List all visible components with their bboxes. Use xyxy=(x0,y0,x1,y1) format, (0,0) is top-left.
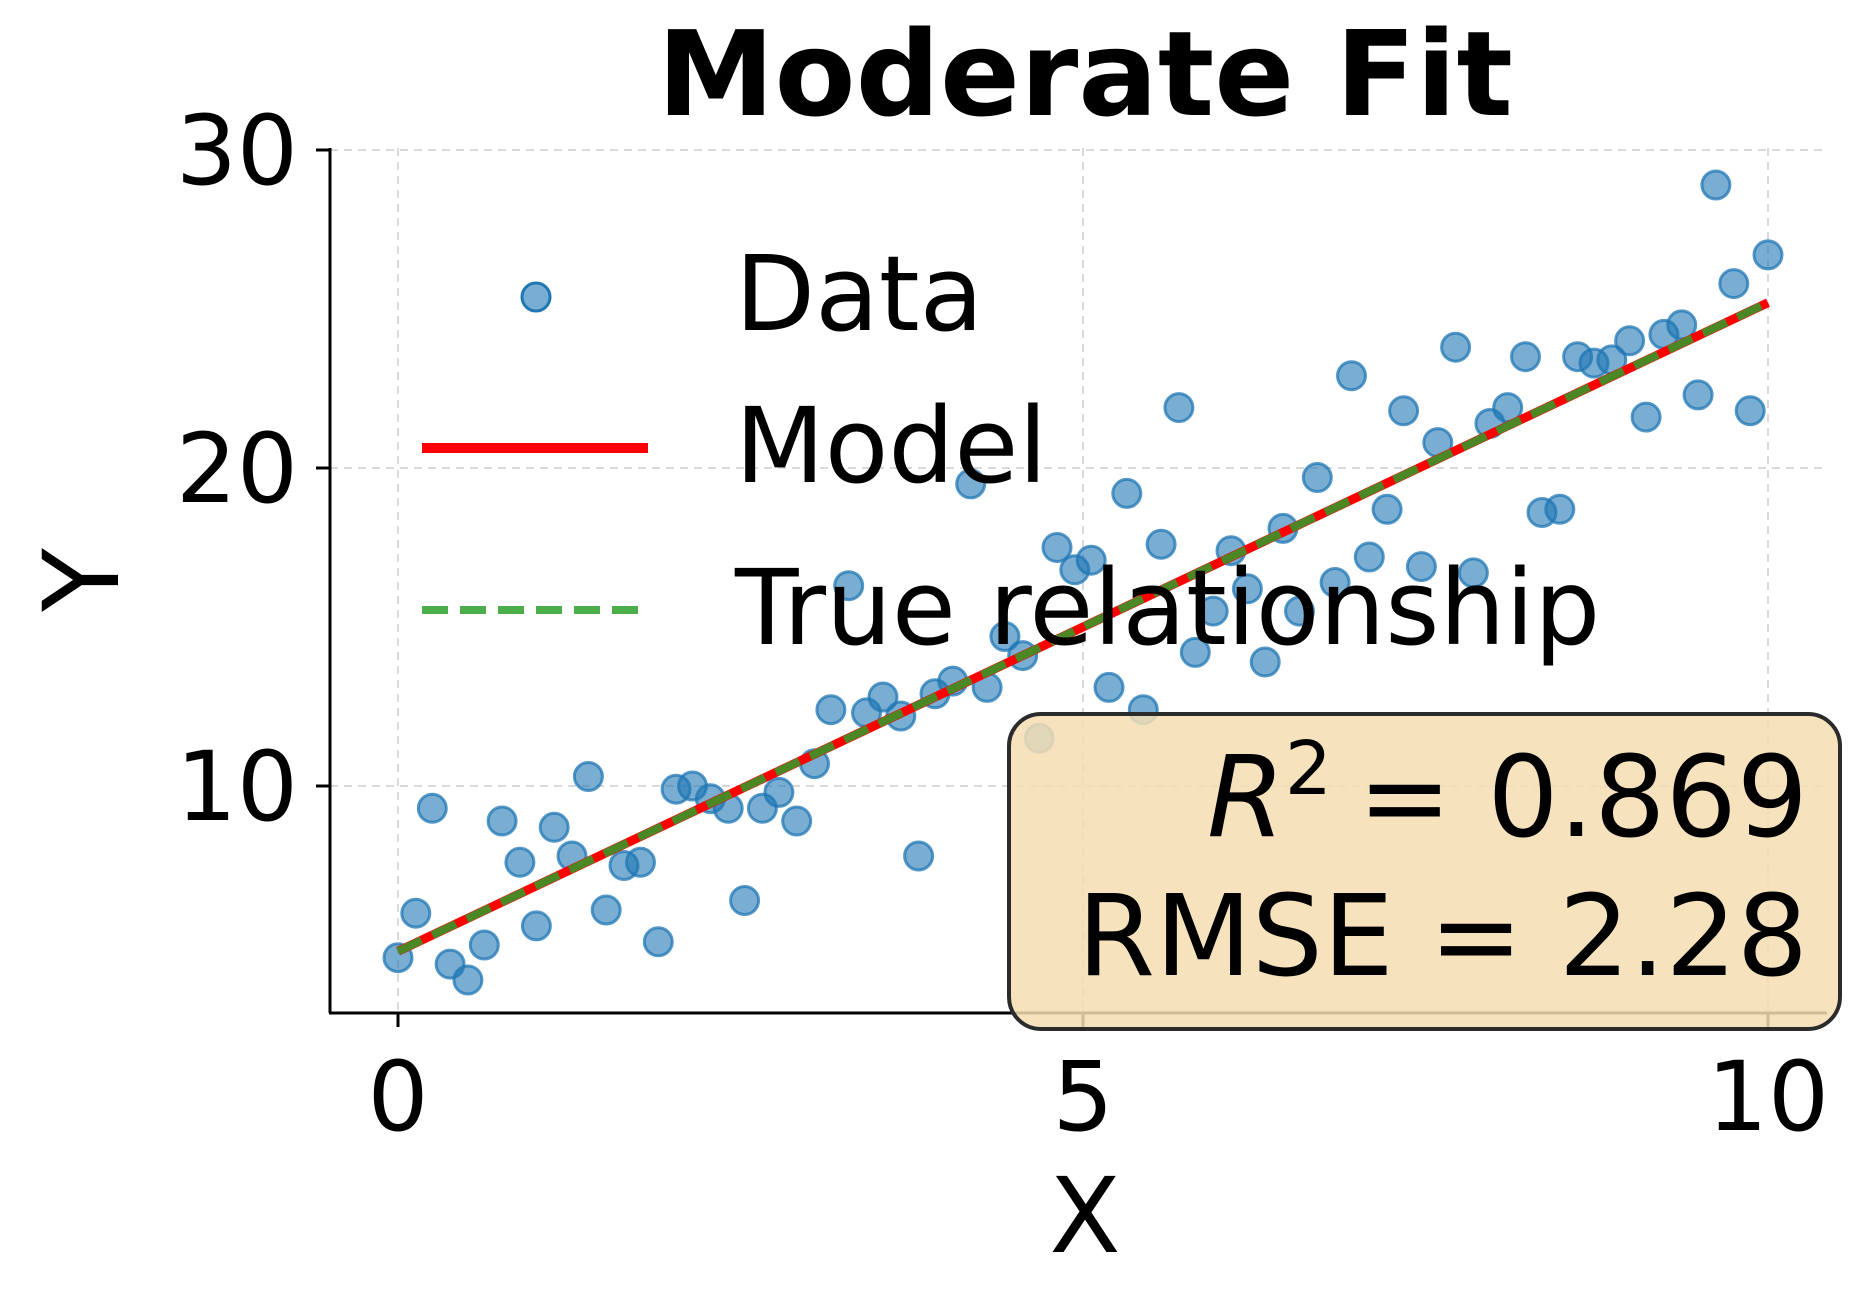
x-tick-label-1: 5 xyxy=(1052,1041,1113,1153)
data-point xyxy=(625,846,656,878)
legend: Data Model True relationship xyxy=(422,233,1600,669)
data-point xyxy=(1179,636,1211,668)
data-point xyxy=(572,761,604,792)
data-point xyxy=(400,897,432,929)
data-point xyxy=(1752,239,1784,271)
data-point xyxy=(1718,268,1750,300)
data-point xyxy=(1682,379,1714,411)
data-point xyxy=(468,929,500,961)
data-point xyxy=(1544,493,1576,525)
y-axis-label: Y xyxy=(21,548,143,613)
r-squared-symbol: R xyxy=(1207,733,1285,863)
data-point xyxy=(504,846,536,878)
data-point xyxy=(989,621,1021,652)
data-point xyxy=(1388,395,1420,427)
data-point xyxy=(955,468,987,500)
r-squared-exponent: 2 xyxy=(1285,726,1332,812)
legend-data-marker xyxy=(520,281,552,313)
data-point xyxy=(1457,557,1489,589)
data-point xyxy=(1041,532,1073,563)
data-point xyxy=(1163,392,1195,424)
true-relationship-line xyxy=(396,299,1770,955)
data-point xyxy=(520,910,552,942)
data-point xyxy=(1093,671,1125,703)
stats-box: R2 = 0.869 RMSE = 2.28 xyxy=(1007,712,1842,1031)
data-point xyxy=(416,792,448,824)
data-point xyxy=(452,964,484,996)
x-tick-label-0: 0 xyxy=(367,1041,428,1153)
data-point xyxy=(903,840,935,872)
data-point xyxy=(1249,646,1281,678)
data-point xyxy=(1319,567,1351,598)
x-tick-label-2: 10 xyxy=(1707,1041,1829,1153)
data-point xyxy=(538,811,570,843)
data-point xyxy=(1510,341,1541,373)
data-point xyxy=(642,926,674,958)
data-point xyxy=(590,894,622,926)
fit-lines xyxy=(396,298,1770,956)
data-point xyxy=(1075,544,1107,576)
legend-model-label: Model xyxy=(735,385,1047,507)
y-tick-label-1: 20 xyxy=(176,413,298,525)
x-axis-label: X xyxy=(1049,1155,1120,1277)
data-point xyxy=(1231,573,1263,605)
data-point xyxy=(1440,331,1472,363)
data-point xyxy=(1353,541,1385,573)
stats-box-background xyxy=(1007,712,1842,1031)
r-squared-text: R2 = 0.869 xyxy=(1207,726,1808,863)
data-point xyxy=(815,694,847,726)
data-point xyxy=(781,805,813,837)
data-point xyxy=(1700,169,1732,201)
data-point xyxy=(1734,395,1766,427)
data-point xyxy=(1630,401,1662,433)
y-tick-label-0: 10 xyxy=(176,731,298,843)
data-point xyxy=(1614,325,1646,357)
data-point xyxy=(1284,595,1315,627)
rmse-text: RMSE = 2.28 xyxy=(1077,872,1808,1002)
data-point xyxy=(1197,595,1229,627)
axis-ticks: 0 5 10 10 20 30 xyxy=(176,95,1829,1153)
legend-truth-label: True relationship xyxy=(734,547,1600,669)
data-point xyxy=(1301,462,1333,493)
r-squared-value: = 0.869 xyxy=(1358,733,1808,863)
data-point xyxy=(1111,477,1143,509)
data-point xyxy=(1145,528,1177,560)
data-point xyxy=(729,885,761,916)
y-tick-label-2: 30 xyxy=(176,95,298,207)
data-point xyxy=(1371,493,1403,525)
data-point xyxy=(486,805,518,837)
data-point xyxy=(833,570,865,602)
data-point xyxy=(763,776,795,808)
chart-title: Moderate Fit xyxy=(657,5,1513,143)
data-point xyxy=(867,681,899,713)
data-point xyxy=(1336,360,1367,392)
legend-data-label: Data xyxy=(735,233,983,355)
data-point xyxy=(1405,551,1437,583)
